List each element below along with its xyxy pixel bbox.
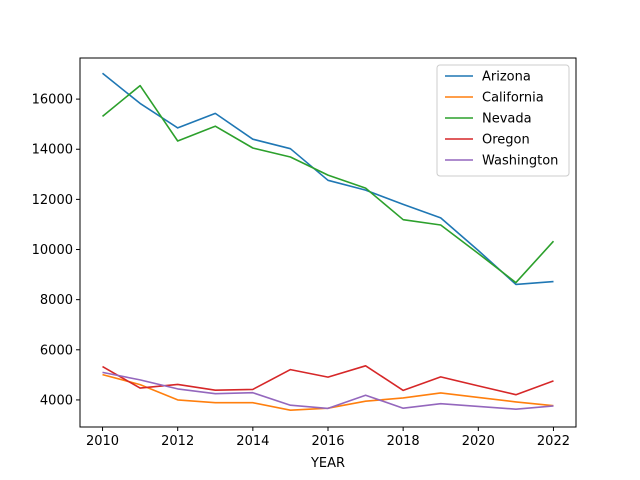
plot-frame	[79, 57, 577, 428]
y-tick-label: 6000	[40, 343, 73, 358]
y-tick-label: 4000	[40, 393, 73, 408]
legend: Arizona California Nevada Oregon Washington	[436, 64, 570, 177]
legend-label-oregon: Oregon	[482, 133, 530, 148]
x-tick-label: 2012	[161, 434, 194, 449]
y-axis-ticks: 4000 6000 8000 10000 12000 14000 16000	[32, 93, 80, 408]
legend-label-nevada: Nevada	[482, 112, 532, 127]
series-line-washington	[102, 371, 554, 411]
x-tick-label: 2020	[462, 434, 495, 449]
y-tick-label: 14000	[32, 143, 73, 158]
y-tick-label: 16000	[32, 93, 73, 108]
x-axis-label: YEAR	[310, 456, 345, 471]
series-line-nevada	[101, 84, 555, 284]
legend-label-arizona: Arizona	[482, 70, 531, 85]
legend-box	[436, 64, 570, 177]
series-line-oregon	[102, 364, 554, 396]
y-tick-label: 8000	[40, 293, 73, 308]
plot-lines	[101, 72, 555, 412]
x-tick-label: 2018	[387, 434, 420, 449]
y-tick-label: 12000	[32, 193, 73, 208]
x-tick-label: 2010	[86, 434, 119, 449]
series-line-arizona	[102, 72, 554, 286]
x-tick-label: 2016	[311, 434, 344, 449]
x-tick-label: 2014	[236, 434, 269, 449]
x-tick-label: 2022	[537, 434, 570, 449]
x-axis-ticks: 2010 2012 2014 2016 2018 2020 2022	[86, 427, 570, 449]
series-line-california	[102, 373, 554, 412]
legend-label-washington: Washington	[482, 154, 558, 169]
legend-label-california: California	[482, 91, 544, 106]
y-tick-label: 10000	[32, 243, 73, 258]
